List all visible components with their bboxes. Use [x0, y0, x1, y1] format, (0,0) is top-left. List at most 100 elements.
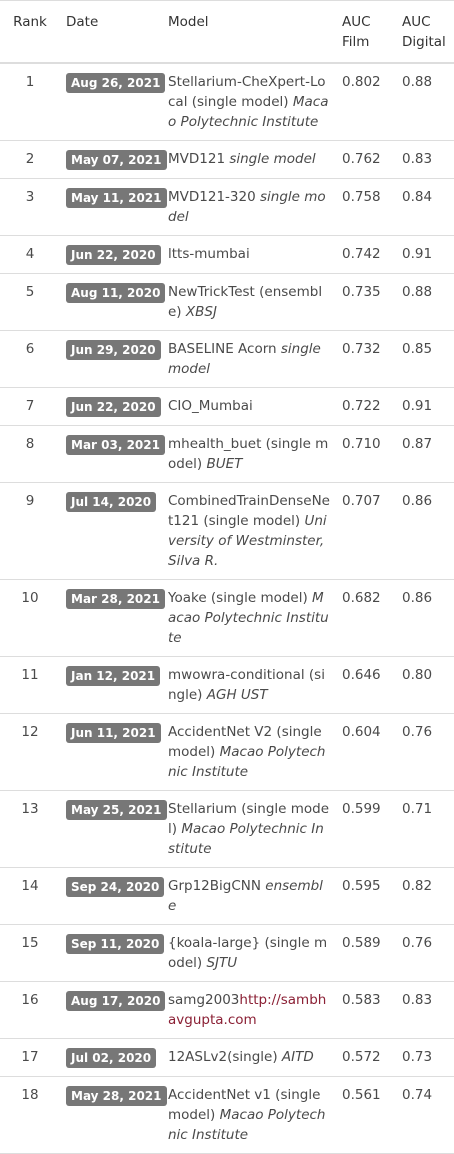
model-organization: Macao Polytechnic Institute [168, 590, 329, 646]
auc-digital-cell: 0.76 [396, 924, 454, 982]
date-cell: Jun 22, 2020 [60, 387, 162, 426]
model-organization: Macao Polytechnic Institute [168, 744, 326, 780]
auc-film-cell: 0.742 [336, 235, 396, 274]
auc-digital-cell: 0.83 [396, 981, 454, 1039]
model-name: mhealth_buet (single model) [168, 436, 329, 472]
auc-film-cell: 0.589 [336, 924, 396, 982]
model-name: ltts-mumbai [168, 246, 250, 262]
model-organization: AGH UST [206, 687, 268, 703]
model-organization: single model [229, 151, 316, 167]
model-name: BASELINE Acorn [168, 341, 277, 357]
model-cell: MVD121 single model [162, 140, 336, 179]
table-row: 13 May 25, 2021 Stellarium (single model) … [0, 790, 454, 868]
date-badge: Sep 24, 2020 [66, 877, 165, 897]
rank-cell: 1 [0, 63, 60, 141]
rank-cell: 3 [0, 178, 60, 236]
model-cell: BASELINE Acorn single model [162, 330, 336, 388]
rank-cell: 5 [0, 273, 60, 331]
table-row: 9 Jul 14, 2020 CombinedTrainDenseNet121 (s… [0, 482, 454, 580]
model-name: CombinedTrainDenseNet121 (single model) [168, 493, 330, 529]
rank-cell: 18 [0, 1076, 60, 1154]
date-cell: Aug 17, 2020 [60, 981, 166, 1039]
model-organization: University of Westminster, Silva R. [168, 513, 327, 569]
rank-cell: 16 [0, 981, 60, 1039]
auc-digital-cell: 0.73 [396, 1038, 454, 1077]
model-organization: Macao Polytechnic Institute [168, 1107, 326, 1143]
auc-film-cell: 0.802 [336, 63, 396, 141]
table-row: 18 May 28, 2021 AccidentNet v1 (single mod… [0, 1076, 454, 1154]
model-link[interactable]: http://sambhavgupta.com [168, 992, 327, 1028]
table-row: 2 May 07, 2021 MVD121 single model 0.762 0.8… [0, 140, 454, 179]
model-cell: samg2003http://sambhavgupta.com [162, 981, 336, 1039]
auc-film-cell: 0.561 [336, 1076, 396, 1154]
date-badge: Mar 03, 2021 [66, 435, 165, 455]
auc-digital-cell: 0.91 [396, 235, 454, 274]
model-name: Yoake (single model) [168, 590, 308, 606]
table-row: 12 Jun 11, 2021 AccidentNet V2 (single mod… [0, 713, 454, 791]
date-cell: Mar 28, 2021 [60, 579, 165, 657]
model-name: AccidentNet V2 (single model) [168, 724, 322, 760]
rank-cell: 11 [0, 656, 60, 714]
model-cell: Stellarium (single model) Macao Polytech… [162, 790, 336, 868]
model-cell: CIO_Mumbai [162, 387, 336, 426]
model-organization: single model [168, 341, 321, 377]
model-cell: NewTrickTest (ensemble) XBSJ [162, 273, 336, 331]
model-cell: mwowra-conditional (single) AGH UST [162, 656, 336, 714]
date-cell: Mar 03, 2021 [60, 425, 165, 483]
rank-cell: 4 [0, 235, 60, 274]
auc-film-cell: 0.583 [336, 981, 396, 1039]
date-cell: Aug 11, 2020 [60, 273, 166, 331]
rank-cell: 9 [0, 482, 60, 580]
rank-cell: 12 [0, 713, 60, 791]
table-row: 7 Jun 22, 2020 CIO_Mumbai 0.722 0.91 [0, 387, 454, 426]
auc-digital-cell: 0.88 [396, 273, 454, 331]
auc-film-cell: 0.682 [336, 579, 396, 657]
date-badge: Aug 11, 2020 [66, 283, 166, 303]
header-date: Date [60, 0, 162, 64]
rank-cell: 10 [0, 579, 60, 657]
auc-digital-cell: 0.85 [396, 330, 454, 388]
auc-digital-cell: 0.84 [396, 178, 454, 236]
date-badge: Jun 22, 2020 [66, 245, 161, 265]
table-row: 11 Jan 12, 2021 mwowra-conditional (single… [0, 656, 454, 714]
model-cell: Grp12BigCNN ensemble [162, 867, 336, 925]
auc-film-cell: 0.762 [336, 140, 396, 179]
model-organization: Macao Polytechnic Institute [168, 94, 329, 130]
date-badge: Jan 12, 2021 [66, 666, 161, 686]
model-organization: XBSJ [185, 304, 217, 320]
model-organization: BUET [206, 456, 243, 472]
model-name: NewTrickTest (ensemble) [168, 284, 323, 320]
auc-film-cell: 0.646 [336, 656, 396, 714]
model-name: 12ASLv2(single) [168, 1049, 278, 1065]
model-cell: 12ASLv2(single) AITD [162, 1038, 336, 1077]
date-cell: May 28, 2021 [60, 1076, 167, 1154]
model-cell: CombinedTrainDenseNet121 (single model) … [162, 482, 336, 580]
date-cell: Jun 29, 2020 [60, 330, 162, 388]
date-badge: Jun 22, 2020 [66, 397, 161, 417]
model-name: mwowra-conditional (single) [168, 667, 325, 703]
date-cell: Sep 24, 2020 [60, 867, 165, 925]
table-row: 10 Mar 28, 2021 Yoake (single model) Macao… [0, 579, 454, 657]
auc-digital-cell: 0.74 [396, 1076, 454, 1154]
date-cell: Jul 14, 2020 [60, 482, 162, 580]
model-cell: ltts-mumbai [162, 235, 336, 274]
auc-film-cell: 0.707 [336, 482, 396, 580]
header-row: Rank Date Model AUC Film AUC Digital [0, 0, 454, 64]
model-name: AccidentNet v1 (single model) [168, 1087, 321, 1123]
auc-film-cell: 0.735 [336, 273, 396, 331]
model-name: CIO_Mumbai [168, 398, 253, 414]
table-row: 1 Aug 26, 2021 Stellarium-CheXpert-Local (… [0, 63, 454, 141]
date-badge: Jul 02, 2020 [66, 1048, 157, 1068]
auc-digital-cell: 0.88 [396, 63, 454, 141]
date-badge: Jun 29, 2020 [66, 340, 161, 360]
auc-film-cell: 0.710 [336, 425, 396, 483]
date-badge: Mar 28, 2021 [66, 589, 165, 609]
table-row: 17 Jul 02, 2020 12ASLv2(single) AITD 0.572 0… [0, 1038, 454, 1077]
date-badge: May 25, 2021 [66, 800, 167, 820]
rank-cell: 7 [0, 387, 60, 426]
model-cell: MVD121-320 single model [162, 178, 336, 236]
auc-film-cell: 0.758 [336, 178, 396, 236]
auc-film-cell: 0.572 [336, 1038, 396, 1077]
table-row: 14 Sep 24, 2020 Grp12BigCNN ensemble 0.595 0… [0, 867, 454, 925]
